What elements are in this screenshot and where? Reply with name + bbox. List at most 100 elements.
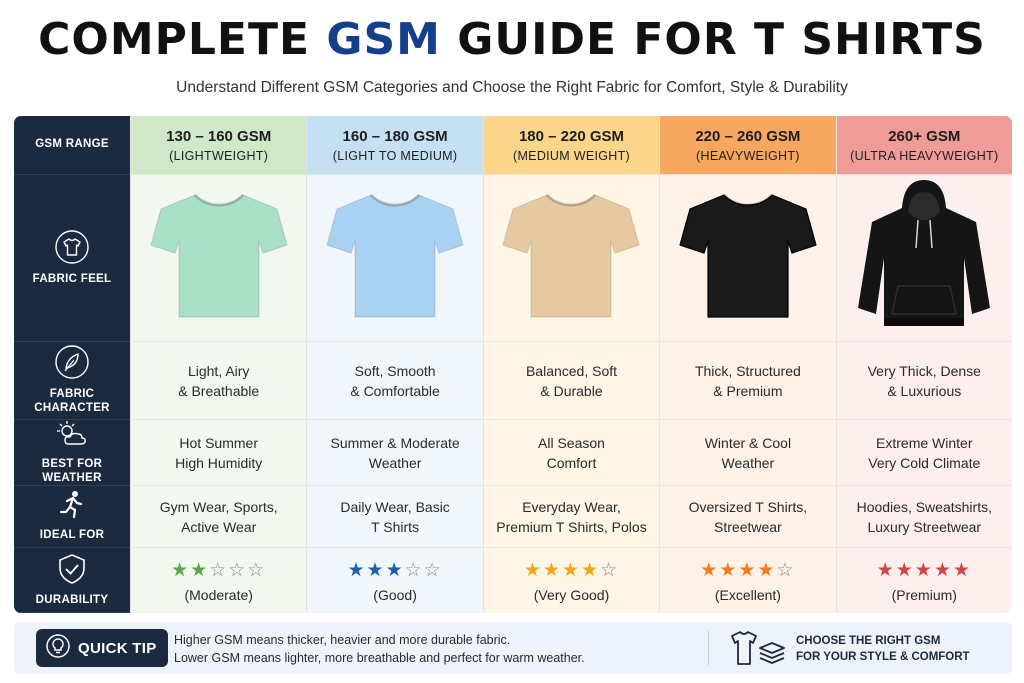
table-row: BEST FOR WEATHER Hot Summer High Humidity Su…	[14, 420, 1012, 486]
gsm-category: (LIGHT TO MEDIUM)	[332, 148, 458, 163]
folded-shirts-icon	[726, 630, 786, 672]
durability-rating: (Moderate)	[184, 586, 253, 603]
cell-feel	[130, 175, 307, 342]
weather-icon	[52, 419, 92, 454]
row-label-fabric-character: FABRIC CHARACTER	[14, 342, 130, 420]
cell-weather: Summer & Moderate Weather	[306, 420, 483, 486]
quick-tip-cta: CHOOSE THE RIGHT GSM FOR YOUR STYLE & CO…	[796, 633, 1006, 665]
character-line: & Comfortable	[350, 382, 440, 399]
gsm-range: 180 – 220 GSM	[518, 127, 625, 145]
column-header: 160 – 180 GSM (LIGHT TO MEDIUM)	[306, 116, 483, 175]
star-filled-icon: ★	[895, 558, 915, 581]
running-icon	[57, 490, 87, 525]
character-line: Balanced, Soft	[525, 362, 618, 379]
row-label-text: GSM RANGE	[35, 138, 109, 151]
gsm-range: 130 – 160 GSM	[166, 127, 272, 145]
weather-line: Summer & Moderate	[330, 434, 460, 451]
ideal-line: Streetwear	[714, 518, 782, 535]
ideal-line: Premium T Shirts, Polos	[496, 518, 647, 535]
row-label-durability: DURABILITY	[14, 548, 130, 613]
gsm-range: 160 – 180 GSM	[342, 127, 448, 145]
star-filled-icon: ★	[757, 558, 777, 581]
character-line: Light, Airy	[187, 362, 250, 379]
cell-character: Soft, Smooth & Comfortable	[306, 342, 483, 420]
weather-line: Weather	[721, 454, 775, 471]
star-empty-icon: ☆	[209, 558, 229, 581]
star-filled-icon: ★	[952, 558, 972, 581]
column-header: 220 – 260 GSM (HEAVYWEIGHT)	[659, 116, 836, 175]
star-filled-icon: ★	[738, 558, 758, 581]
title-part-1: COMPLETE	[38, 14, 327, 65]
tshirt-icon	[149, 189, 289, 327]
ideal-line: Oversized T Shirts,	[688, 498, 808, 515]
gsm-table: GSM RANGE 130 – 160 GSM (LIGHTWEIGHT) 160 –…	[14, 116, 1012, 613]
tshirt-icon	[55, 230, 89, 269]
star-filled-icon: ★	[561, 558, 582, 581]
cell-feel	[659, 175, 836, 342]
ideal-line: Hoodies, Sweatshirts,	[856, 498, 992, 515]
cell-durability: ★★★★☆ (Excellent)	[659, 548, 836, 613]
cell-feel	[835, 175, 1012, 342]
gsm-category: (MEDIUM WEIGHT)	[513, 148, 630, 163]
durability-rating: (Good)	[373, 586, 417, 603]
shield-icon	[57, 553, 87, 590]
star-filled-icon: ★	[523, 558, 543, 581]
character-line: & Durable	[540, 382, 603, 399]
quick-tip-panel: QUICK TIP Higher GSM means thicker, heav…	[14, 622, 1012, 674]
table-row: FABRIC CHARACTER Light, Airy & Breathable So…	[14, 342, 1012, 420]
character-line: Thick, Structured	[694, 362, 801, 379]
quick-tip-line-1: Higher GSM means thicker, heavier and mo…	[174, 633, 511, 647]
star-empty-icon: ☆	[404, 558, 424, 581]
character-line: Very Thick, Dense	[867, 362, 981, 379]
durability-rating: (Very Good)	[533, 586, 610, 603]
cell-durability: ★★☆☆☆ (Moderate)	[130, 548, 307, 613]
ideal-line: Everyday Wear,	[522, 498, 621, 515]
gsm-category: (LIGHTWEIGHT)	[169, 148, 269, 163]
cell-weather: All Season Comfort	[482, 420, 660, 486]
row-label-text: WEATHER	[42, 471, 102, 484]
weather-line: High Humidity	[175, 454, 263, 471]
row-label-text: CHARACTER	[34, 401, 110, 414]
star-rating: ★★★★☆	[524, 559, 619, 581]
column-header: 130 – 160 GSM (LIGHTWEIGHT)	[130, 116, 307, 175]
row-label-text: DURABILITY	[35, 593, 109, 606]
row-label-ideal-for: IDEAL FOR	[14, 486, 130, 548]
cta-line-2: FOR YOUR STYLE & COMFORT	[796, 651, 970, 663]
cell-character: Very Thick, Dense & Luxurious	[835, 342, 1012, 420]
character-line: & Breathable	[178, 382, 260, 399]
tshirt-icon	[501, 189, 641, 327]
star-rating: ★★★★★	[877, 559, 972, 581]
star-filled-icon: ★	[581, 558, 601, 581]
weather-line: Weather	[368, 454, 422, 471]
row-label-fabric-feel: FABRIC FEEL	[14, 175, 130, 342]
table-row: DURABILITY ★★☆☆☆ (Moderate) ★★★☆☆ (Good) ★★★★…	[14, 548, 1012, 613]
gsm-range: 260+ GSM	[888, 127, 961, 145]
cta-line-1: CHOOSE THE RIGHT GSM	[796, 635, 941, 647]
gsm-range: 220 – 260 GSM	[695, 127, 801, 145]
quick-tip-badge: QUICK TIP	[36, 629, 168, 667]
star-filled-icon: ★	[347, 558, 367, 581]
durability-rating: (Premium)	[891, 586, 957, 603]
star-rating: ★★★★☆	[700, 559, 795, 581]
cell-weather: Extreme Winter Very Cold Climate	[835, 420, 1012, 486]
cell-feel	[306, 175, 483, 342]
row-label-text: FABRIC FEEL	[32, 272, 112, 285]
cell-durability: ★★★★☆ (Very Good)	[482, 548, 660, 613]
title-part-2: GUIDE FOR T SHIRTS	[440, 14, 986, 65]
page-subtitle: Understand Different GSM Categories and …	[176, 79, 848, 96]
star-empty-icon: ☆	[247, 558, 267, 581]
quick-tip-label: QUICK TIP	[78, 639, 157, 657]
star-filled-icon: ★	[876, 558, 896, 581]
column-header: 180 – 220 GSM (MEDIUM WEIGHT)	[482, 116, 660, 175]
star-filled-icon: ★	[366, 558, 386, 581]
star-filled-icon: ★	[700, 558, 720, 581]
weather-line: Hot Summer	[179, 434, 258, 451]
row-label-best-for-weather: BEST FOR WEATHER	[14, 420, 130, 486]
ideal-line: Luxury Streetwear	[867, 518, 982, 535]
title-accent: GSM	[326, 14, 441, 65]
quick-tip-text: Higher GSM means thicker, heavier and mo…	[174, 631, 694, 667]
weather-line: Very Cold Climate	[868, 454, 981, 471]
column-header: 260+ GSM (ULTRA HEAVYWEIGHT)	[835, 116, 1012, 175]
page-title: COMPLETE GSM GUIDE FOR T SHIRTS	[0, 14, 1024, 65]
star-filled-icon: ★	[171, 558, 191, 581]
